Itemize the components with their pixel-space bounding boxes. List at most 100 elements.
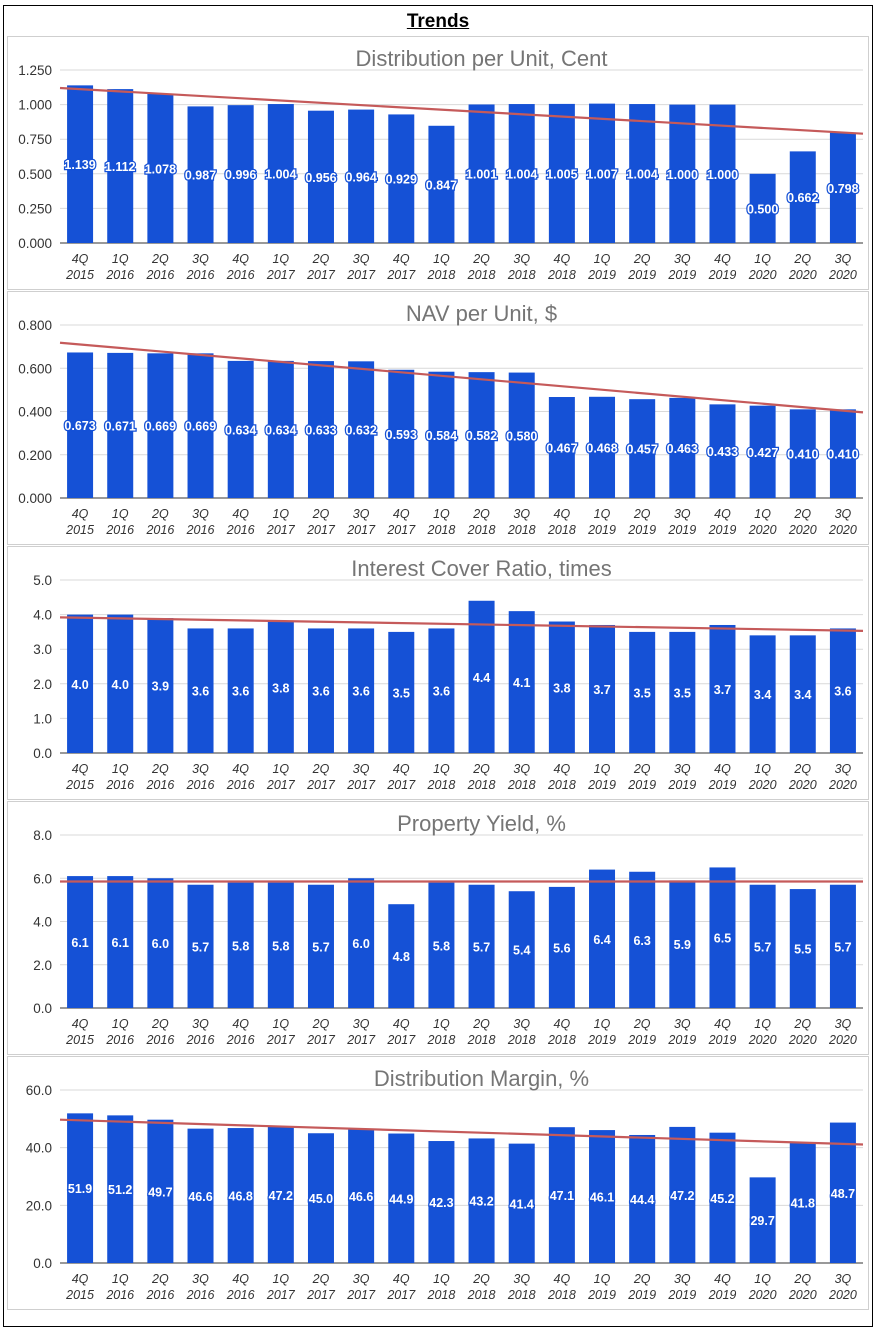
bar [749, 635, 776, 753]
data-label: 0.427 [747, 446, 778, 460]
x-tick-label: 2015 [65, 1288, 94, 1302]
x-tick-label: 2018 [467, 1288, 496, 1302]
bar [428, 628, 455, 753]
chart-title: Distribution Margin, % [374, 1066, 589, 1091]
x-tick-label: 2Q [472, 507, 490, 521]
data-label: 41.4 [510, 1197, 534, 1211]
data-label: 3.6 [192, 685, 209, 699]
bar [829, 132, 856, 243]
bar [709, 867, 736, 1008]
x-tick-label: 2019 [667, 1033, 696, 1047]
x-tick-label: 2016 [105, 1033, 134, 1047]
x-tick-label: 3Q [353, 1272, 370, 1286]
x-tick-label: 2018 [507, 268, 536, 282]
x-tick-label: 2017 [346, 778, 376, 792]
x-tick-label: 2019 [708, 1033, 737, 1047]
data-label: 51.9 [68, 1182, 92, 1196]
y-tick-label: 40.0 [26, 1141, 52, 1156]
data-label: 3.6 [352, 685, 369, 699]
data-label: 5.8 [433, 939, 450, 953]
bar [227, 882, 254, 1008]
x-tick-label: 4Q [554, 762, 571, 776]
chart-property-yield: 0.0 2.0 4.0 6.0 8.0 Property Yield, % 6.1 6.1 6.… [33, 811, 863, 1047]
data-label: 46.6 [349, 1190, 373, 1204]
bar [629, 399, 656, 498]
bar [307, 110, 334, 243]
x-tick-label: 2Q [151, 252, 169, 266]
data-label: 0.634 [225, 423, 256, 437]
data-label: 0.847 [426, 178, 457, 192]
x-tick-label: 2017 [346, 268, 376, 282]
data-label: 0.929 [386, 173, 417, 187]
data-label: 6.1 [112, 936, 129, 950]
x-tick-label: 2016 [105, 778, 134, 792]
bar [508, 372, 535, 498]
bar [187, 628, 214, 753]
x-tick-label: 2016 [186, 268, 215, 282]
x-tick-label: 2017 [346, 1033, 376, 1047]
x-tick-label: 1Q [272, 507, 289, 521]
bar [107, 352, 134, 498]
data-label: 0.468 [586, 441, 617, 455]
data-label: 0.433 [707, 445, 738, 459]
data-label: 43.2 [469, 1195, 493, 1209]
bar [388, 904, 415, 1008]
bar [468, 884, 495, 1008]
data-label: 47.2 [269, 1189, 293, 1203]
bar [669, 104, 696, 243]
x-tick-label: 2020 [828, 778, 857, 792]
data-label: 29.7 [750, 1214, 774, 1228]
x-tick-label: 4Q [554, 1017, 571, 1031]
data-label: 4.1 [513, 676, 530, 690]
bar [829, 409, 856, 498]
x-tick-label: 2016 [145, 1033, 174, 1047]
bar [829, 1122, 856, 1263]
y-tick-label: 0.200 [18, 448, 52, 463]
bar [749, 884, 776, 1008]
bar [267, 882, 294, 1008]
data-label: 3.6 [433, 685, 450, 699]
x-tick-label: 1Q [112, 252, 129, 266]
bar [709, 404, 736, 498]
chart-nav-per-unit: 0.000 0.200 0.400 0.600 0.800 NAV per Unit, $… [18, 301, 864, 537]
bar [227, 105, 254, 244]
bar [428, 371, 455, 498]
x-tick-label: 2Q [151, 762, 169, 776]
x-tick-label: 1Q [272, 1017, 289, 1031]
x-tick-label: 2020 [748, 268, 777, 282]
x-tick-label: 2019 [708, 268, 737, 282]
data-label: 46.1 [590, 1191, 614, 1205]
bar [348, 1128, 375, 1263]
bar [749, 173, 776, 243]
x-tick-label: 3Q [674, 762, 691, 776]
x-tick-label: 2015 [65, 523, 94, 537]
data-label: 3.8 [553, 681, 570, 695]
x-tick-label: 4Q [72, 1017, 89, 1031]
x-tick-label: 3Q [192, 252, 209, 266]
x-tick-label: 4Q [714, 762, 731, 776]
data-label: 48.7 [831, 1187, 855, 1201]
data-label: 0.463 [667, 442, 698, 456]
chart-distribution-margin: 0.0 20.0 40.0 60.0 Distribution Margin, % 51.… [26, 1066, 864, 1302]
y-tick-label: 0.600 [18, 361, 52, 376]
chart-title: Interest Cover Ratio, times [351, 556, 611, 581]
data-label: 41.8 [791, 1197, 815, 1211]
x-tick-label: 2018 [467, 778, 496, 792]
y-tick-label: 1.000 [18, 98, 52, 113]
data-label: 3.5 [633, 686, 650, 700]
x-tick-label: 3Q [353, 507, 370, 521]
x-tick-label: 2020 [788, 523, 817, 537]
data-label: 4.0 [71, 678, 88, 692]
bar [67, 85, 94, 243]
data-label: 0.457 [627, 443, 658, 457]
x-tick-label: 2018 [547, 1033, 576, 1047]
x-tick-label: 3Q [674, 507, 691, 521]
y-tick-label: 0.0 [33, 746, 52, 761]
x-tick-label: 2019 [587, 268, 616, 282]
x-tick-label: 2019 [708, 1288, 737, 1302]
bar [749, 405, 776, 498]
data-label: 3.5 [674, 686, 691, 700]
bar [709, 1132, 736, 1263]
data-label: 0.633 [305, 424, 336, 438]
chart-distribution-per-unit: 0.000 0.250 0.500 0.750 1.000 1.250 Distributi… [18, 46, 864, 282]
